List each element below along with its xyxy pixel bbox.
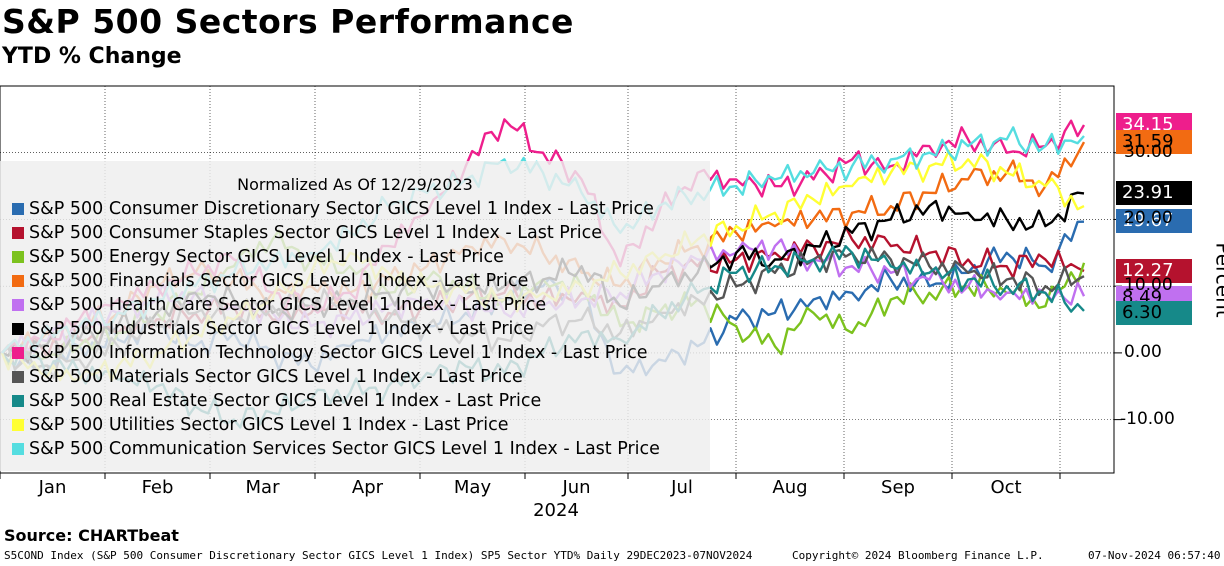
legend-label: S&P 500 Energy Sector GICS Level 1 Index… xyxy=(29,247,504,267)
last-value-box: 19.67 xyxy=(1116,209,1192,233)
footer-description: S5COND Index (S&P 500 Consumer Discretio… xyxy=(4,549,753,562)
x-tick-label: Sep xyxy=(881,477,915,498)
chart-subtitle: YTD % Change xyxy=(2,44,182,69)
legend-item: S&P 500 Materials Sector GICS Level 1 In… xyxy=(12,366,523,388)
legend-swatch xyxy=(12,203,24,215)
legend-swatch xyxy=(12,299,24,311)
last-value-box: 6.30 xyxy=(1116,301,1192,325)
chart-title: S&P 500 Sectors Performance xyxy=(2,2,574,41)
legend-item: S&P 500 Consumer Discretionary Sector GI… xyxy=(12,198,654,220)
y-axis-title: Percent xyxy=(1211,242,1224,318)
legend-label: S&P 500 Health Care Sector GICS Level 1 … xyxy=(29,295,547,315)
x-tick-label: Jan xyxy=(38,477,67,498)
legend-label: S&P 500 Industrials Sector GICS Level 1 … xyxy=(29,319,534,339)
legend-swatch xyxy=(12,443,24,455)
x-tick-label: Aug xyxy=(772,477,808,498)
x-tick-label: Jun xyxy=(562,477,591,498)
x-tick-label: Apr xyxy=(351,477,384,498)
plot-frame xyxy=(0,85,1115,474)
last-value-box: 31.59 xyxy=(1116,130,1192,154)
legend-label: S&P 500 Utilities Sector GICS Level 1 In… xyxy=(29,415,509,435)
legend-swatch xyxy=(12,395,24,407)
y-tick-label: -10.00 xyxy=(1120,408,1175,429)
legend-item: S&P 500 Consumer Staples Sector GICS Lev… xyxy=(12,222,602,244)
x-axis-title: 2024 xyxy=(533,500,579,521)
legend-label: S&P 500 Consumer Discretionary Sector GI… xyxy=(29,199,654,219)
legend-swatch xyxy=(12,275,24,287)
y-tick-label: 0.00 xyxy=(1124,341,1162,362)
x-tick-label: May xyxy=(453,477,492,498)
legend-item: S&P 500 Utilities Sector GICS Level 1 In… xyxy=(12,414,508,436)
legend-panel xyxy=(0,161,710,471)
footer-timestamp: 07-Nov-2024 06:57:40 xyxy=(1088,549,1221,562)
legend-swatch xyxy=(12,251,24,263)
legend-item: S&P 500 Real Estate Sector GICS Level 1 … xyxy=(12,390,541,412)
last-value-box: 23.91 xyxy=(1116,181,1192,205)
legend-label: S&P 500 Information Technology Sector GI… xyxy=(29,343,648,363)
x-tick-label: Mar xyxy=(245,477,280,498)
legend-label: S&P 500 Materials Sector GICS Level 1 In… xyxy=(29,367,523,387)
legend-title: Normalized As Of 12/29/2023 xyxy=(237,175,473,194)
legend-item: S&P 500 Industrials Sector GICS Level 1 … xyxy=(12,318,534,340)
legend-swatch xyxy=(12,227,24,239)
x-tick-label: Jul xyxy=(671,477,693,498)
legend-swatch xyxy=(12,347,24,359)
last-value-box: 12.27 xyxy=(1116,259,1192,283)
legend-label: S&P 500 Communication Services Sector GI… xyxy=(29,439,660,459)
y-tick-label: 10.00 xyxy=(1124,275,1173,296)
legend-item: S&P 500 Financials Sector GICS Level 1 I… xyxy=(12,270,528,292)
legend-item: S&P 500 Health Care Sector GICS Level 1 … xyxy=(12,294,546,316)
y-tick-label: 20.00 xyxy=(1124,208,1173,229)
legend-item: S&P 500 Information Technology Sector GI… xyxy=(12,342,648,364)
legend-label: S&P 500 Consumer Staples Sector GICS Lev… xyxy=(29,223,602,243)
legend-swatch xyxy=(12,419,24,431)
legend-item: S&P 500 Energy Sector GICS Level 1 Index… xyxy=(12,246,504,268)
legend-label: S&P 500 Financials Sector GICS Level 1 I… xyxy=(29,271,529,291)
source-note: Source: CHARTbeat xyxy=(4,526,179,545)
x-tick-label: Oct xyxy=(990,477,1022,498)
y-tick-label: 30.00 xyxy=(1124,141,1173,162)
legend-item: S&P 500 Communication Services Sector GI… xyxy=(12,438,660,460)
footer-copyright: Copyright© 2024 Bloomberg Finance L.P. xyxy=(792,549,1044,562)
legend-label: S&P 500 Real Estate Sector GICS Level 1 … xyxy=(29,391,542,411)
legend-swatch xyxy=(12,323,24,335)
x-tick-label: Feb xyxy=(141,477,174,498)
legend-swatch xyxy=(12,371,24,383)
